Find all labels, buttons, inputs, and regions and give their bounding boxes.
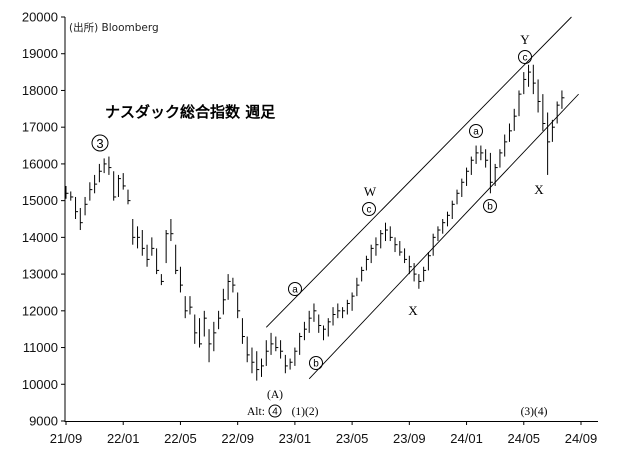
wave-alt-4-circle: [268, 404, 282, 418]
wave-X2-label: X: [534, 182, 544, 197]
wave-12-label: (1)(2): [292, 406, 319, 418]
wave-W-label: W: [364, 184, 377, 199]
y-tick-label: 20000: [22, 10, 58, 25]
channel-line: [265, 16, 572, 328]
y-tick-label: 10000: [22, 377, 58, 392]
wave-b2-circle: [483, 199, 497, 213]
x-tick-label: 21/09: [50, 431, 83, 446]
wave-34-label: (3)(4): [521, 406, 548, 418]
x-tick-label: 23/05: [336, 431, 369, 446]
wave-a2-label: a: [473, 127, 479, 138]
y-tick-label: 9000: [29, 414, 58, 429]
wave-3-label: 3: [96, 136, 103, 151]
x-tick-label: 22/01: [107, 431, 140, 446]
y-tick-labels: 20000 19000 18000 17000 16000 15000 14000 13000…: [22, 10, 65, 429]
y-tick-label: 18000: [22, 83, 58, 98]
wave-a1-circle: [288, 282, 302, 296]
x-tick-label: 24/05: [508, 431, 541, 446]
wave-3-circle: [91, 134, 109, 152]
wave-b1-circle: [309, 356, 323, 370]
y-tick-label: 17000: [22, 120, 58, 135]
x-tick-label: 24/01: [450, 431, 483, 446]
wave-c1-circle: [362, 202, 376, 216]
wave-c1-label: c: [367, 205, 372, 216]
wave-X1-label: X: [408, 303, 418, 318]
x-tick-label: 24/09: [565, 431, 598, 446]
x-tick-labels: 21/09 22/01 22/05 22/09 23/01 23/05 23/09 24/01…: [50, 421, 598, 446]
chart-title: ナスダック総合指数 週足: [105, 103, 276, 121]
wave-Y-label: Y: [520, 32, 530, 47]
x-tick-label: 22/05: [164, 431, 197, 446]
wave-annotations: 3 a b c a b c W X X Y (A) Alt: 4 (1)(2) …: [91, 32, 548, 418]
wave-alt-label: Alt:: [247, 406, 265, 418]
x-tick-label: 23/09: [393, 431, 426, 446]
wave-alt-4-label: 4: [272, 407, 278, 418]
trend-channel: [265, 16, 579, 380]
wave-c2-circle: [518, 50, 532, 64]
wave-c2-label: c: [523, 53, 528, 64]
y-tick-label: 19000: [22, 46, 58, 61]
x-tick-label: 22/09: [221, 431, 254, 446]
x-tick-label: 23/01: [279, 431, 312, 446]
wave-b2-label: b: [487, 202, 493, 213]
price-bars: [65, 64, 565, 381]
wave-a1-label: a: [292, 285, 298, 296]
chart-source: (出所) Bloomberg: [69, 21, 159, 34]
channel-line: [308, 93, 579, 380]
y-tick-label: 11000: [23, 340, 58, 355]
y-tick-label: 16000: [22, 156, 58, 171]
wave-a2-circle: [469, 124, 483, 138]
y-tick-label: 14000: [22, 230, 58, 245]
y-tick-label: 12000: [22, 303, 58, 318]
wave-A-label: (A): [267, 389, 283, 401]
wave-b1-label: b: [313, 359, 319, 370]
y-tick-label: 13000: [22, 267, 58, 282]
y-tick-label: 15000: [22, 193, 58, 208]
